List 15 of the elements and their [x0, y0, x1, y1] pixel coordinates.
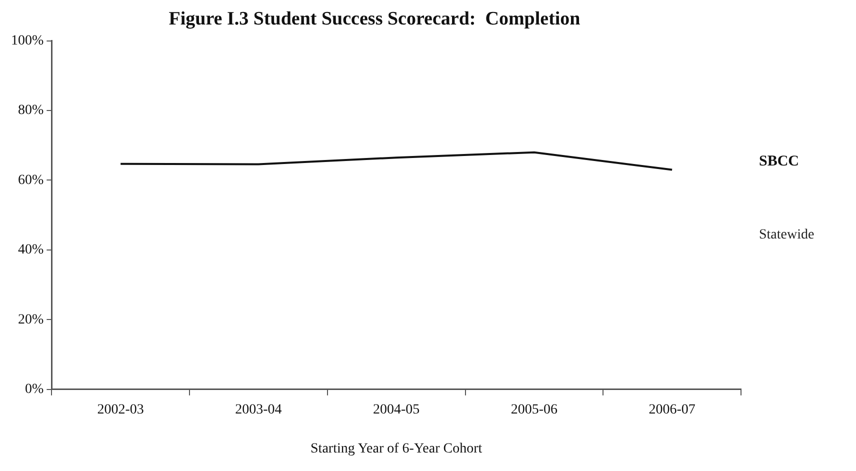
chart-title: Figure I.3 Student Success Scorecard: Completion — [168, 8, 581, 30]
y-tick-label: 80% — [18, 103, 44, 118]
x-axis-title: Starting Year of 6-Year Cohort — [310, 441, 482, 456]
x-tick-label: 2005-06 — [510, 402, 558, 418]
x-tick-label: 2004-05 — [372, 402, 420, 418]
y-tick-label: 0% — [24, 382, 44, 398]
text: Statewide — [759, 227, 814, 242]
y-tick-label: 100% — [10, 33, 44, 48]
x-tick-label: 2002-03 — [97, 402, 144, 418]
y-tick-label: 20% — [18, 312, 44, 328]
x-tick-label: 2003-04 — [235, 402, 282, 418]
y-tick-label: 40% — [18, 242, 44, 258]
text: SBCC — [759, 154, 800, 170]
y-tick-label: 60% — [18, 172, 44, 188]
x-tick-label: 2006-07 — [648, 402, 696, 418]
